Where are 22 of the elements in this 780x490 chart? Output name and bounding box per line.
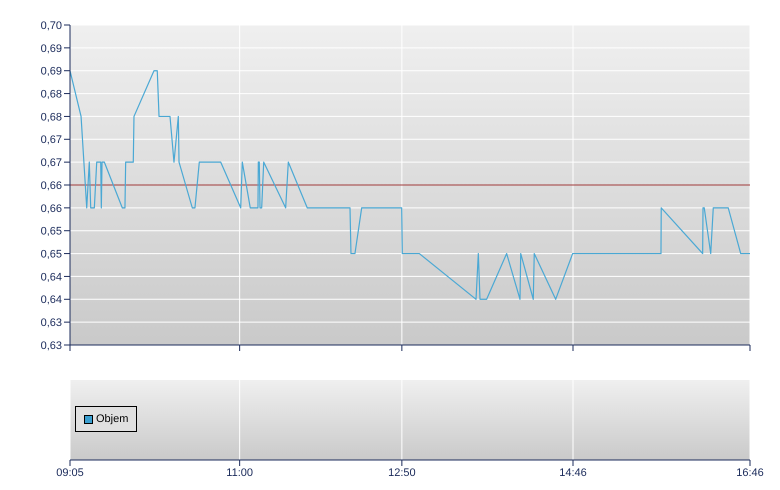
y-tick-label: 0,65 — [40, 248, 62, 260]
y-tick-label: 0,64 — [40, 294, 62, 306]
y-tick-label: 0,69 — [40, 42, 62, 55]
y-tick-label: 0,68 — [40, 88, 62, 100]
y-tick-label: 0,63 — [40, 317, 62, 330]
y-tick-label: 0,64 — [40, 271, 62, 284]
y-tick-label: 0,70 — [40, 20, 62, 32]
line-series — [70, 70, 750, 300]
legend-label: Objem — [96, 413, 128, 425]
y-tick-label: 0,67 — [40, 157, 62, 170]
text: 16:46 — [736, 466, 764, 479]
y-tick-label: 0,66 — [40, 202, 62, 215]
y-tick-label: 0,63 — [40, 340, 62, 352]
y-tick-label: 0,69 — [40, 66, 62, 78]
text: 12:50 — [388, 466, 416, 479]
text: 14:46 — [559, 466, 587, 479]
y-tick-label: 0,67 — [40, 134, 62, 146]
text: 11:00 — [226, 466, 254, 479]
y-tick-label: 0,68 — [40, 111, 62, 124]
text: 09:05 — [56, 466, 84, 479]
y-tick-label: 0,65 — [40, 226, 62, 238]
y-tick-label: 0,66 — [40, 180, 62, 192]
